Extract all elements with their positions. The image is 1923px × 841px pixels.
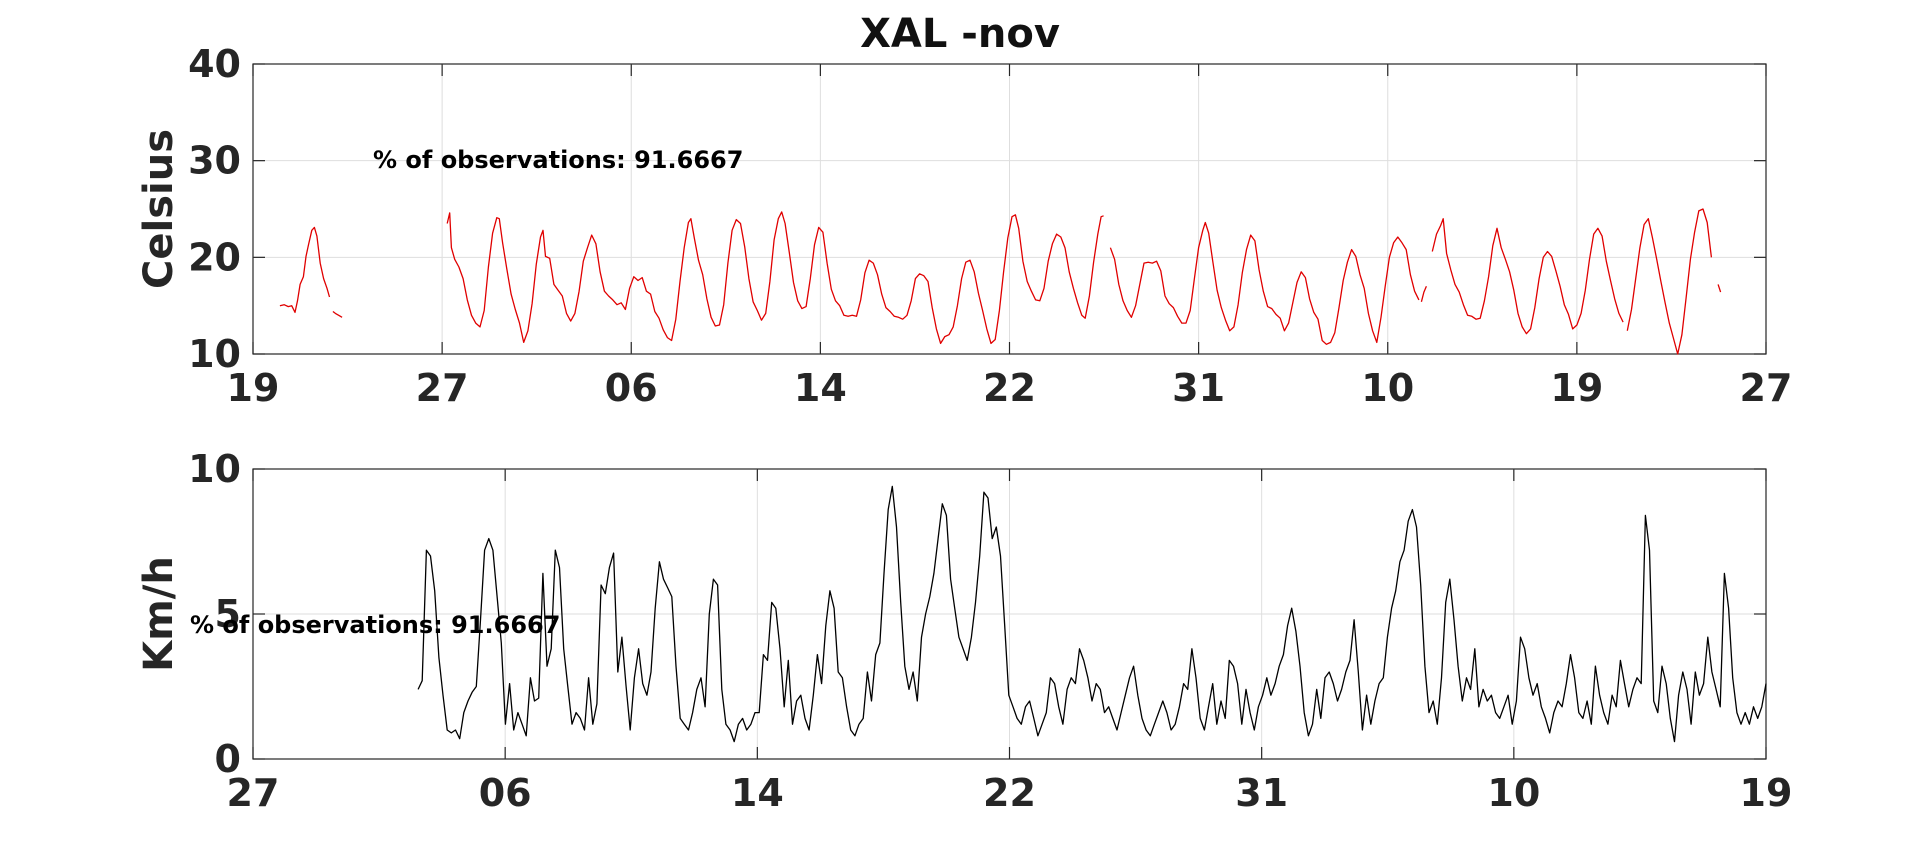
observations-annotation: % of observations: 91.6667 <box>373 146 743 174</box>
figure-title: XAL -nov <box>860 11 1060 57</box>
x-tick-label: 22 <box>983 771 1036 815</box>
x-tick-label: 27 <box>227 771 280 815</box>
observations-annotation: % of observations: 91.6667 <box>190 611 560 639</box>
series-line <box>1717 284 1722 293</box>
wind-speed-panel: 27 06 14 22 31 10 19 0 5 10 Km/h % of observations:… <box>136 447 1792 815</box>
x-tick-label: 06 <box>605 366 658 410</box>
x-tick-label: 31 <box>1235 771 1288 815</box>
y-tick-label: 20 <box>188 235 241 279</box>
x-tick-label: 14 <box>731 771 784 815</box>
x-tick-label: 19 <box>1740 771 1793 815</box>
series-line <box>332 310 343 318</box>
y-tick-label: 10 <box>188 332 241 376</box>
series-line <box>417 485 1767 743</box>
y-tick-label: 30 <box>188 139 241 183</box>
x-tick-label: 14 <box>794 366 847 410</box>
x-tick-label: 22 <box>983 366 1036 410</box>
series-line <box>446 211 1104 345</box>
series-line <box>1109 221 1420 345</box>
x-tick-label: 19 <box>227 366 280 410</box>
x-tick-label: 10 <box>1487 771 1540 815</box>
x-tick-label: 19 <box>1550 366 1603 410</box>
y-axis-label: Km/h <box>136 556 182 672</box>
series-line <box>1420 286 1427 302</box>
y-axis-label: Celsius <box>136 129 182 289</box>
series-line <box>279 226 331 314</box>
series-line <box>1626 208 1713 355</box>
x-tick-label: 31 <box>1172 366 1225 410</box>
y-tick-label: 5 <box>215 592 241 636</box>
series-line <box>1431 218 1624 335</box>
x-tick-label: 10 <box>1361 366 1414 410</box>
y-tick-label: 10 <box>188 447 241 491</box>
y-tick-label: 40 <box>188 42 241 86</box>
x-tick-label: 27 <box>1740 366 1793 410</box>
x-tick-label: 06 <box>479 771 532 815</box>
y-tick-label: 0 <box>215 737 241 781</box>
x-tick-label: 27 <box>416 366 469 410</box>
